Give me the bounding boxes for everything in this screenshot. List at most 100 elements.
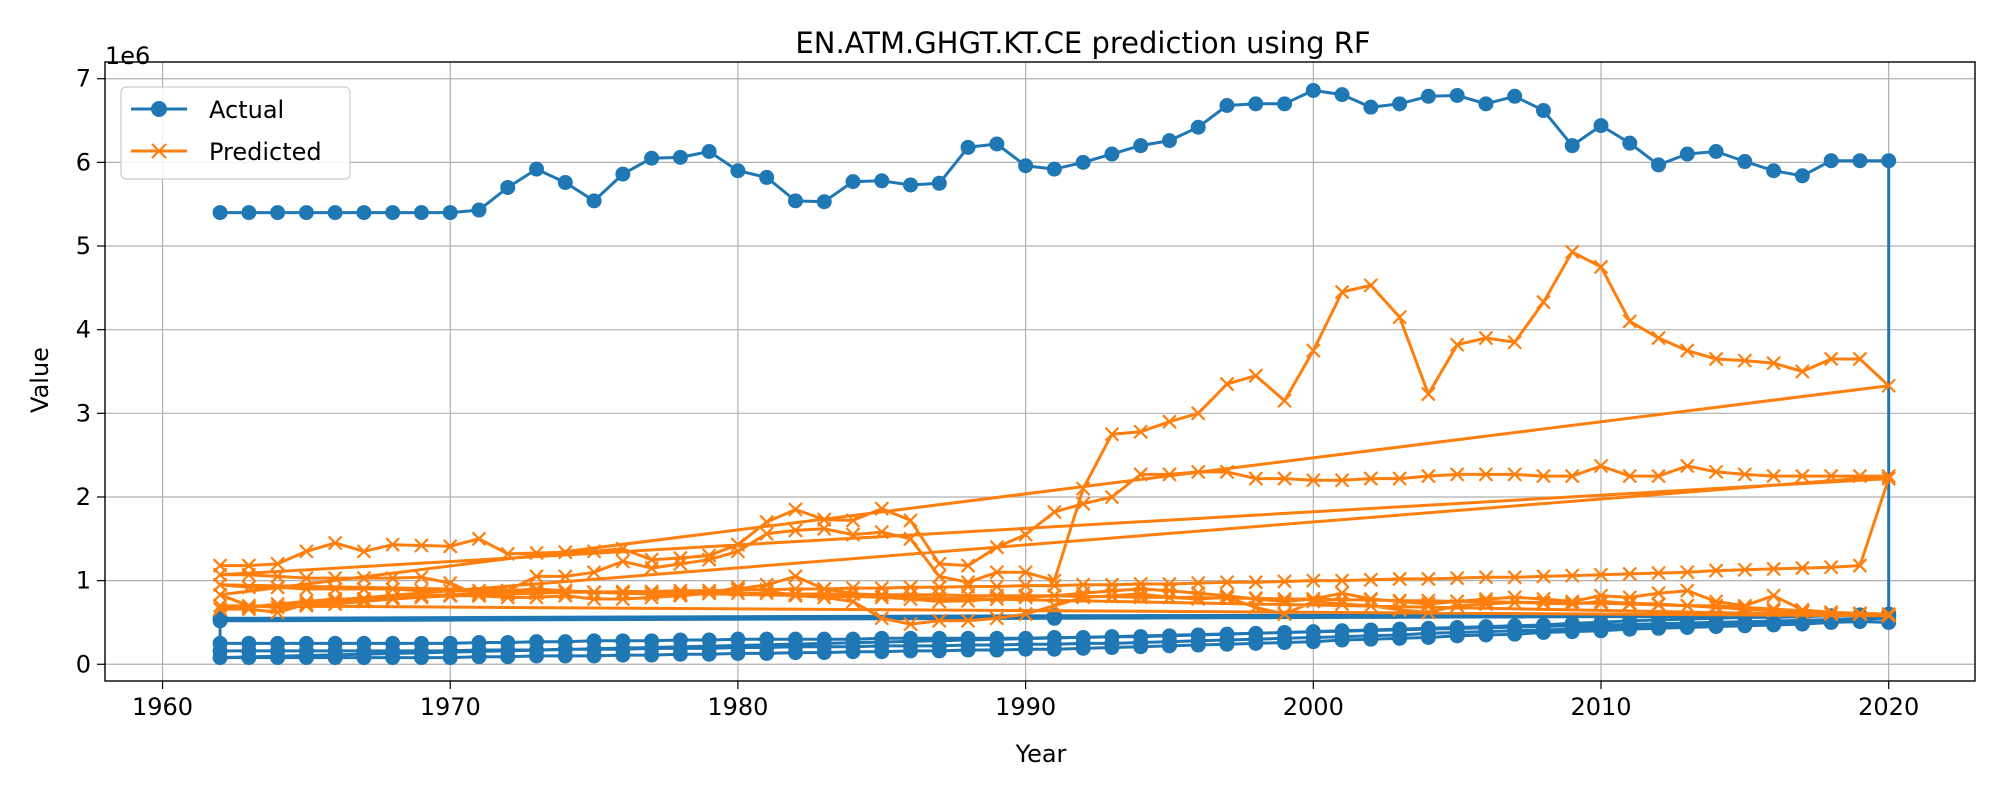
data-point-predicted (1277, 594, 1292, 609)
data-point-predicted (730, 544, 746, 559)
data-point-predicted (1881, 606, 1896, 622)
data-point-actual (1651, 620, 1667, 636)
data-point-predicted (1190, 406, 1206, 421)
data-point-predicted (1277, 591, 1292, 607)
data-point-predicted (1737, 353, 1753, 368)
data-point-predicted (1737, 562, 1753, 578)
data-point-predicted (1334, 596, 1350, 612)
data-point-predicted (299, 544, 314, 559)
data-point-actual (1420, 630, 1436, 646)
data-point-actual (1794, 168, 1810, 184)
data-point-actual (1363, 99, 1379, 115)
data-point-predicted (788, 588, 803, 603)
data-point-predicted (558, 588, 573, 603)
data-point-predicted (1018, 527, 1033, 542)
data-point-actual (1593, 623, 1609, 639)
legend-actual-label: Actual (209, 96, 284, 124)
data-point-actual (1449, 87, 1465, 103)
data-point-predicted (1162, 583, 1177, 598)
data-point-actual (270, 205, 286, 221)
data-point-predicted (903, 513, 918, 528)
data-point-predicted (212, 598, 228, 613)
data-point-actual (1046, 161, 1062, 177)
legend-predicted-label: Predicted (209, 138, 322, 166)
data-point-actual (413, 650, 429, 666)
data-point-predicted (299, 581, 314, 597)
data-point-actual (701, 144, 717, 160)
data-point-actual (1334, 632, 1350, 648)
data-point-predicted (1737, 601, 1753, 617)
data-point-predicted (903, 587, 918, 603)
data-point-predicted (1881, 608, 1896, 624)
data-point-actual (1420, 88, 1436, 104)
data-point-predicted (1449, 337, 1465, 353)
data-point-actual (1449, 628, 1465, 644)
data-point-actual (1535, 103, 1551, 119)
data-point-predicted (1421, 468, 1436, 484)
data-point-predicted (816, 590, 832, 605)
data-point-predicted (989, 539, 1005, 555)
data-point-predicted (615, 585, 631, 601)
data-point-actual (1277, 635, 1293, 651)
data-point-predicted (1852, 605, 1868, 621)
data-point-predicted (500, 546, 516, 562)
data-point-actual (1075, 154, 1091, 170)
data-point-predicted (730, 585, 746, 601)
data-point-predicted (845, 580, 861, 596)
data-point-predicted (1104, 426, 1120, 442)
data-point-predicted (1680, 598, 1695, 613)
data-point-actual (615, 166, 631, 182)
data-point-predicted (1737, 598, 1753, 613)
data-point-predicted (1075, 589, 1091, 604)
data-point-actual (845, 174, 861, 190)
data-point-predicted (1018, 606, 1033, 622)
series-line-predicted (218, 250, 1891, 626)
data-point-predicted (1248, 471, 1264, 486)
data-point-predicted (558, 569, 573, 584)
legend-predicted-marker (151, 143, 167, 159)
data-point-actual (1392, 630, 1408, 646)
data-point-actual (787, 193, 803, 209)
data-point-predicted (1133, 467, 1148, 482)
data-point-predicted (414, 588, 429, 603)
data-point-predicted (1306, 594, 1321, 609)
data-point-predicted (1018, 564, 1033, 580)
data-point-predicted (1823, 559, 1839, 575)
data-point-predicted (442, 583, 458, 598)
data-point-actual (1679, 619, 1695, 635)
data-point-actual (241, 205, 257, 221)
data-point-predicted (1421, 571, 1436, 587)
data-point-actual (1708, 619, 1724, 635)
data-point-actual (529, 161, 545, 177)
data-point-predicted (1363, 278, 1379, 293)
data-point-predicted (1190, 464, 1206, 480)
data-point-predicted (788, 586, 803, 602)
data-point-predicted (471, 588, 487, 603)
data-point-actual (1305, 634, 1321, 650)
data-point-predicted (1478, 569, 1494, 585)
data-point-predicted (356, 594, 372, 609)
data-point-predicted (1680, 343, 1695, 358)
data-point-predicted (1133, 590, 1148, 605)
data-point-actual (989, 136, 1005, 152)
data-point-predicted (759, 585, 774, 601)
data-point-actual (1248, 96, 1264, 112)
data-point-predicted (788, 581, 803, 597)
y-tick-label: 3 (76, 399, 91, 427)
data-point-predicted (1507, 467, 1522, 482)
data-point-predicted (1737, 467, 1753, 482)
data-point-predicted (1507, 334, 1522, 350)
data-point-predicted (989, 588, 1005, 603)
data-point-predicted (932, 613, 947, 629)
data-point-actual (874, 644, 890, 660)
data-point-predicted (500, 586, 516, 602)
data-point-predicted (442, 588, 458, 603)
data-point-predicted (1104, 577, 1120, 593)
data-point-predicted (1622, 566, 1638, 582)
data-point-predicted (212, 601, 228, 617)
data-point-predicted (1133, 586, 1148, 602)
data-point-predicted (241, 580, 257, 595)
data-point-predicted (1536, 595, 1551, 610)
data-point-predicted (1564, 595, 1580, 611)
data-point-predicted (1219, 590, 1235, 606)
